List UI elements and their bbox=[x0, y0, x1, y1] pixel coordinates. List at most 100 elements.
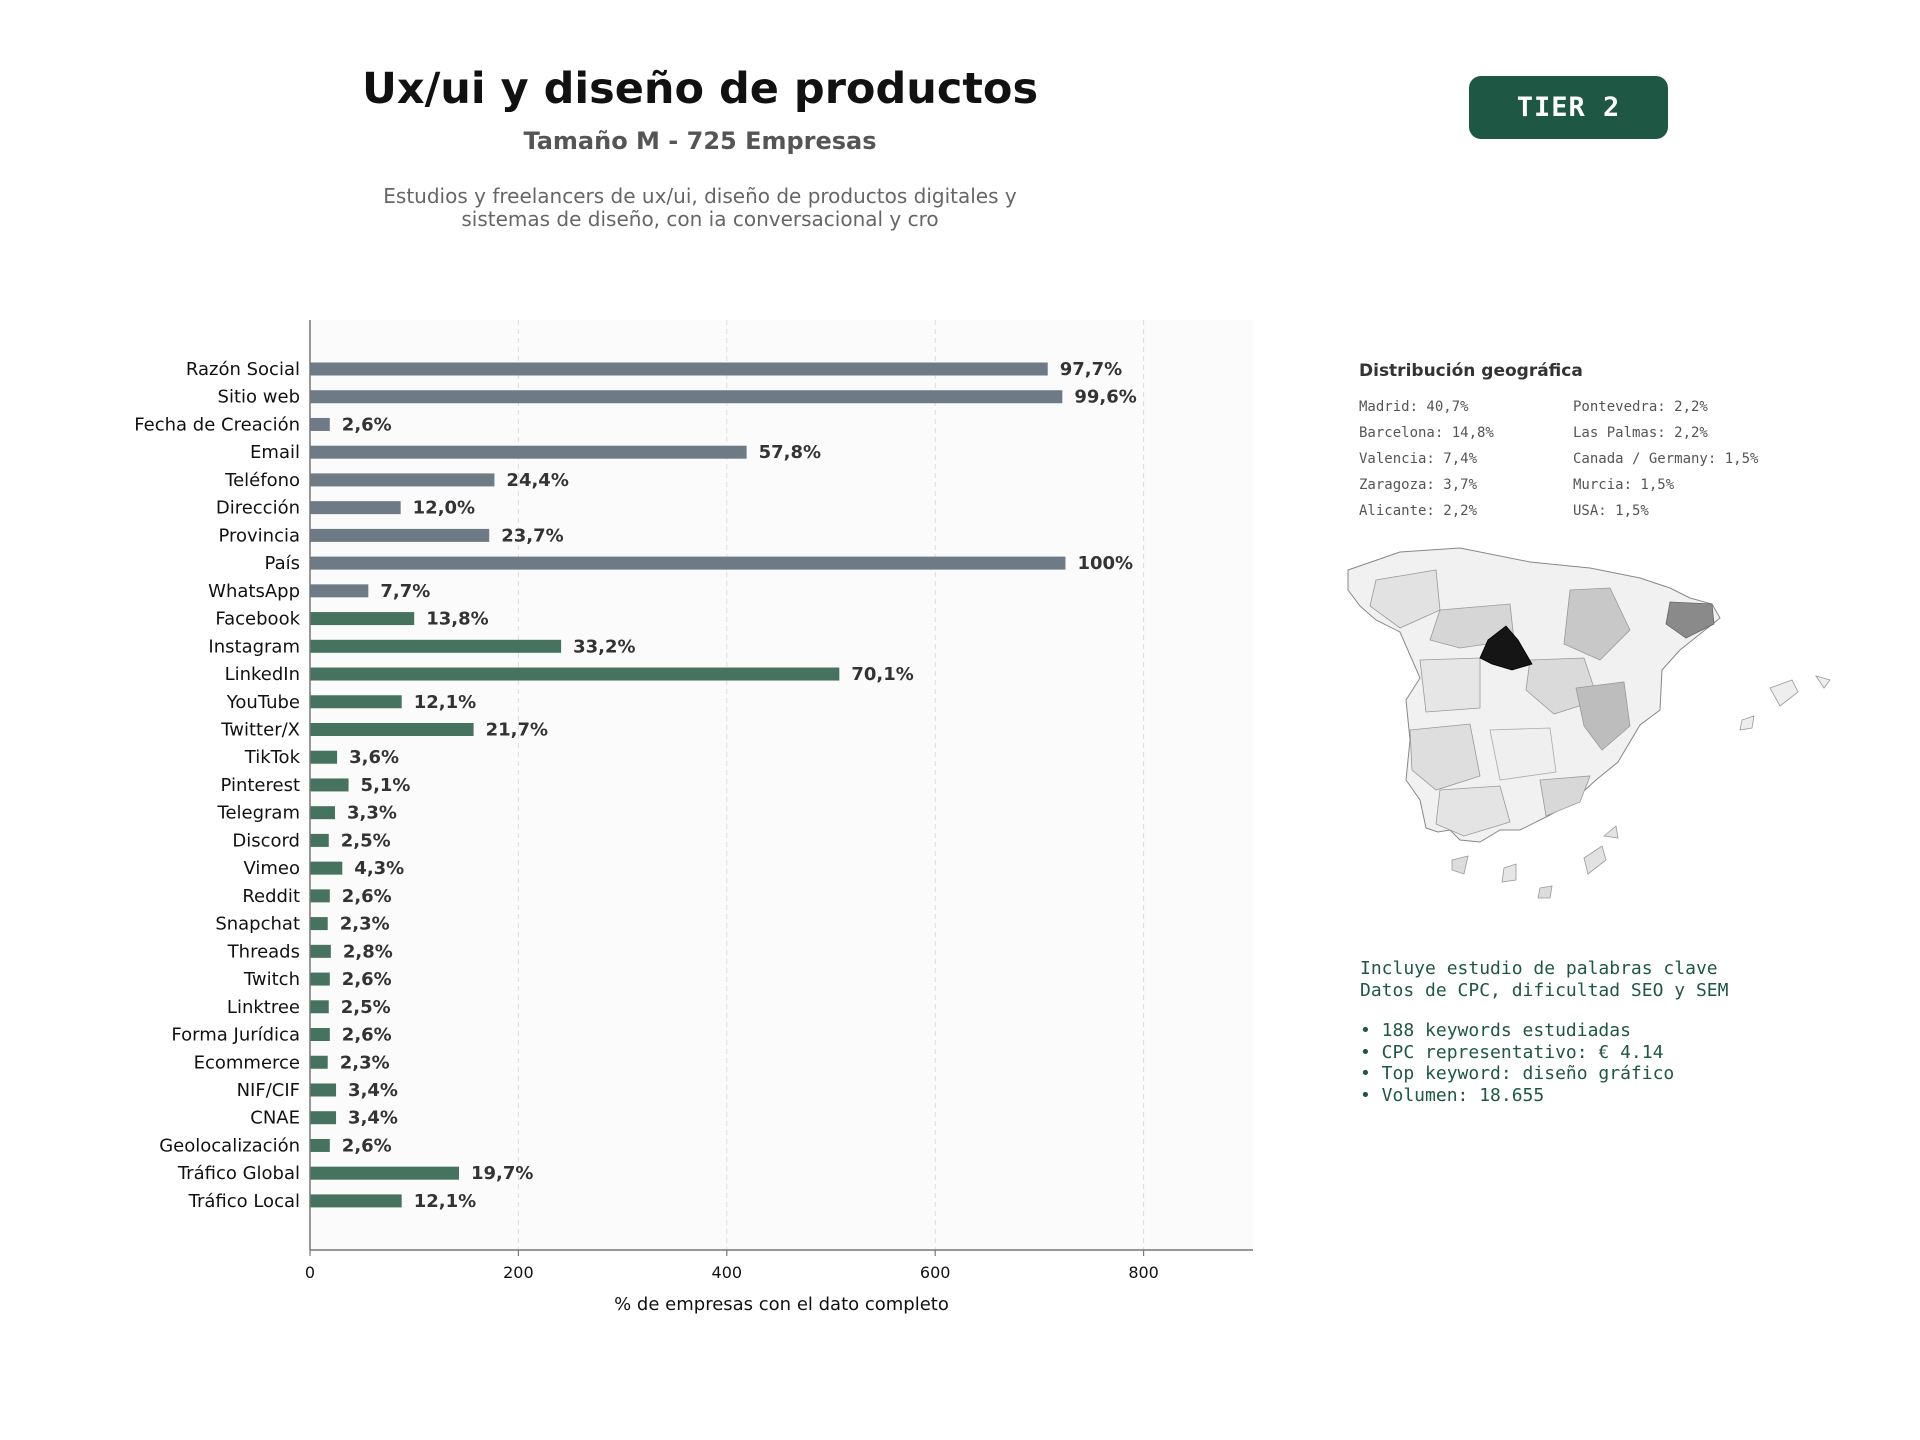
data-label: 12,0% bbox=[413, 498, 475, 519]
data-label: 2,6% bbox=[342, 886, 392, 907]
map-canary bbox=[1583, 845, 1607, 875]
map-region-madrid bbox=[1479, 625, 1533, 671]
map-region bbox=[1419, 657, 1481, 713]
data-label: 23,7% bbox=[501, 525, 563, 546]
data-label: 100% bbox=[1077, 553, 1133, 574]
category-label: Email bbox=[250, 442, 300, 463]
category-label: Fecha de Creación bbox=[134, 414, 300, 435]
bar bbox=[310, 1194, 402, 1208]
data-label: 13,8% bbox=[426, 609, 488, 630]
bar bbox=[310, 528, 490, 542]
data-label: 3,6% bbox=[349, 747, 399, 768]
bar bbox=[310, 1083, 337, 1097]
map-canary bbox=[1603, 825, 1619, 839]
bar bbox=[310, 556, 1066, 570]
category-label: LinkedIn bbox=[225, 664, 300, 685]
geo-item: Canada / Germany: 1,5% bbox=[1573, 451, 1759, 467]
category-label: Tráfico Local bbox=[188, 1191, 300, 1212]
data-label: 12,1% bbox=[414, 1191, 476, 1212]
keyword-bullet: • 188 keywords estudiadas bbox=[1360, 1020, 1631, 1041]
bar bbox=[310, 1028, 330, 1042]
map-region bbox=[1563, 587, 1631, 661]
bar bbox=[310, 667, 840, 681]
category-label: Discord bbox=[232, 830, 300, 851]
keywords-panel: Incluye estudio de palabras clave Datos … bbox=[1360, 958, 1880, 1106]
geo-item: Madrid: 40,7% bbox=[1359, 399, 1469, 415]
bar bbox=[310, 889, 330, 903]
bar bbox=[310, 1111, 337, 1125]
data-label: 2,5% bbox=[341, 830, 391, 851]
category-label: WhatsApp bbox=[208, 581, 300, 602]
keyword-bullet: • CPC representativo: € 4.14 bbox=[1360, 1041, 1664, 1063]
spain-map bbox=[1347, 547, 1831, 899]
bar bbox=[310, 944, 331, 958]
geo-item: Las Palmas: 2,2% bbox=[1573, 425, 1708, 441]
bar bbox=[310, 1138, 330, 1152]
category-label: Reddit bbox=[242, 886, 300, 907]
category-label: Razón Social bbox=[186, 359, 300, 380]
category-label: Dirección bbox=[216, 498, 300, 519]
data-label: 5,1% bbox=[361, 775, 411, 796]
keyword-bullet: • Volumen: 18.655 bbox=[1360, 1084, 1545, 1106]
description: Estudios y freelancers de ux/ui, diseño … bbox=[310, 185, 1090, 231]
category-label: Linktree bbox=[227, 997, 300, 1018]
data-label: 2,3% bbox=[340, 914, 390, 935]
geo-item: USA: 1,5% bbox=[1573, 503, 1649, 519]
map-balearic bbox=[1769, 679, 1799, 707]
x-tick-label: 200 bbox=[503, 1263, 534, 1282]
geo-item: Alicante: 2,2% bbox=[1359, 503, 1478, 519]
data-label: 2,6% bbox=[342, 1025, 392, 1046]
data-label: 2,6% bbox=[342, 414, 392, 435]
data-label: 33,2% bbox=[573, 636, 635, 657]
category-label: YouTube bbox=[226, 692, 300, 713]
x-tick-label: 600 bbox=[920, 1263, 951, 1282]
x-tick-label: 0 bbox=[305, 1263, 315, 1282]
data-label: 97,7% bbox=[1060, 359, 1122, 380]
geo-item: Pontevedra: 2,2% bbox=[1573, 399, 1708, 415]
data-label: 3,4% bbox=[348, 1108, 398, 1129]
description-line-1: Estudios y freelancers de ux/ui, diseño … bbox=[383, 184, 1017, 208]
bar bbox=[310, 972, 330, 986]
map-balearic bbox=[1739, 715, 1755, 731]
bar bbox=[310, 750, 338, 764]
geo-item: Murcia: 1,5% bbox=[1573, 477, 1675, 493]
data-label: 2,5% bbox=[341, 997, 391, 1018]
category-label: CNAE bbox=[250, 1108, 300, 1129]
bar bbox=[310, 861, 343, 875]
x-axis-label: % de empresas con el dato completo bbox=[614, 1294, 949, 1315]
category-label: Telegram bbox=[217, 803, 300, 824]
category-label: Twitter/X bbox=[220, 719, 300, 740]
bar bbox=[310, 1055, 328, 1069]
category-label: Pinterest bbox=[220, 775, 300, 796]
geo-item: Barcelona: 14,8% bbox=[1359, 425, 1494, 441]
map-region bbox=[1489, 727, 1557, 781]
data-label: 21,7% bbox=[486, 719, 548, 740]
keywords-line-1: Incluye estudio de palabras clave bbox=[1360, 958, 1718, 979]
geo-list: Madrid: 40,7% Pontevedra: 2,2% Barcelona… bbox=[1359, 398, 1819, 520]
map-region bbox=[1435, 785, 1511, 837]
map-canary bbox=[1501, 863, 1517, 883]
bar bbox=[310, 806, 336, 820]
data-label: 12,1% bbox=[414, 692, 476, 713]
geo-item: Zaragoza: 3,7% bbox=[1359, 477, 1478, 493]
category-label: TikTok bbox=[244, 747, 301, 768]
category-label: País bbox=[265, 553, 300, 574]
keyword-bullet: • Top keyword: diseño gráfico bbox=[1360, 1063, 1675, 1084]
data-label: 19,7% bbox=[471, 1163, 533, 1184]
bar bbox=[310, 1000, 329, 1014]
category-label: Ecommerce bbox=[194, 1052, 300, 1073]
x-tick-label: 800 bbox=[1128, 1263, 1159, 1282]
category-label: Threads bbox=[227, 941, 300, 962]
bar bbox=[310, 417, 330, 431]
bar bbox=[310, 501, 401, 515]
category-label: Sitio web bbox=[218, 387, 300, 408]
bar bbox=[310, 584, 369, 598]
data-label: 99,6% bbox=[1074, 387, 1136, 408]
category-label: Forma Jurídica bbox=[171, 1025, 300, 1046]
bar bbox=[310, 473, 495, 487]
map-region bbox=[1665, 601, 1715, 639]
tier-badge: TIER 2 bbox=[1469, 76, 1668, 139]
map-region bbox=[1409, 723, 1481, 791]
x-tick-label: 400 bbox=[712, 1263, 743, 1282]
chart-title: Ux/ui y diseño de productos bbox=[361, 64, 1039, 114]
